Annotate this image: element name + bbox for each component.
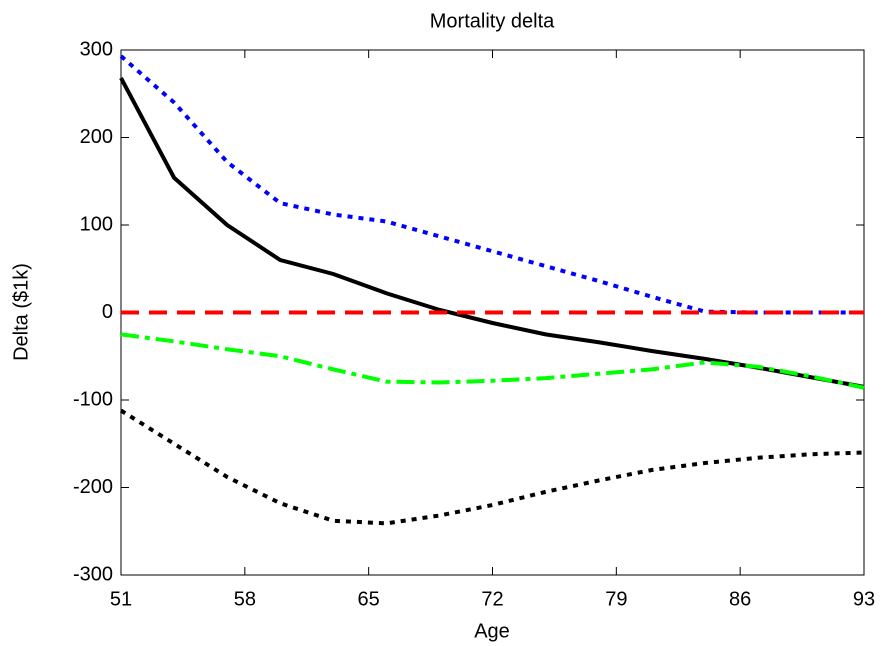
y-tick-label: -100 (73, 388, 113, 410)
chart-title: Mortality delta (430, 10, 555, 32)
x-tick-label: 79 (605, 588, 627, 610)
x-tick-label: 65 (358, 588, 380, 610)
line-series (120, 332, 865, 390)
y-tick-label: 100 (80, 213, 113, 235)
x-tick-label: 93 (853, 588, 875, 610)
y-tick-label: -200 (73, 476, 113, 498)
x-axis-label: Age (474, 620, 510, 642)
y-axis-label: Delta ($1k) (10, 263, 32, 361)
line-series (119, 77, 865, 389)
y-tick-label: 0 (102, 301, 113, 323)
y-tick-label: 200 (80, 126, 113, 148)
y-tick-label: -300 (73, 563, 113, 585)
y-tick-label: 300 (80, 38, 113, 60)
line-series (119, 408, 865, 526)
x-tick-label: 58 (234, 588, 256, 610)
x-tick-label: 51 (110, 588, 132, 610)
x-tick-label: 86 (729, 588, 751, 610)
x-tick-label: 72 (481, 588, 503, 610)
